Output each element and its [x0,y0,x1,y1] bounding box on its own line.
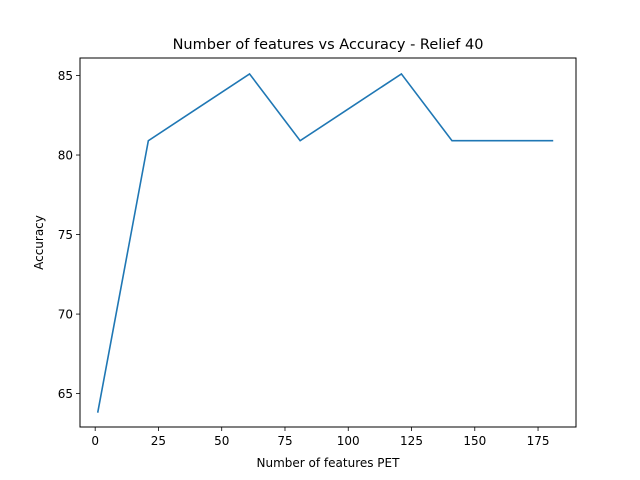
y-tick-label: 75 [58,228,73,242]
x-tick-label: 100 [337,434,360,448]
x-axis-ticks: 0 25 50 75 100 125 150 175 [91,427,549,448]
y-tick-label: 65 [58,387,73,401]
x-tick-label: 0 [91,434,99,448]
y-tick-label: 70 [58,308,73,322]
y-tick-label: 80 [58,149,73,163]
x-axis-label: Number of features PET [257,456,401,470]
x-tick-label: 50 [214,434,229,448]
x-tick-label: 125 [400,434,423,448]
chart-title: Number of features vs Accuracy - Relief … [173,37,484,53]
axes-frame [79,57,577,428]
x-tick-label: 75 [277,434,292,448]
plot-area [96,72,554,413]
x-tick-label: 25 [151,434,166,448]
y-axis-label: Accuracy [32,215,46,270]
series-line-0 [96,72,554,413]
x-tick-label: 150 [463,434,486,448]
y-tick-label: 85 [58,69,73,83]
x-tick-label: 175 [527,434,550,448]
y-axis-ticks: 65 70 75 80 85 [58,69,80,401]
